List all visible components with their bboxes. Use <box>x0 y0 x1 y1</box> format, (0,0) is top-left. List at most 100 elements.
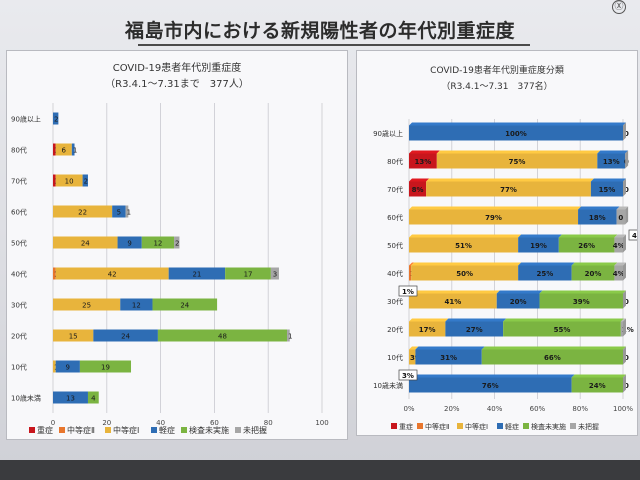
bar-side-face <box>625 150 629 169</box>
y-category-label: 70代 <box>11 177 27 186</box>
data-label: 10 <box>65 178 74 186</box>
data-label: 51% <box>455 242 472 250</box>
bar-top-face <box>409 290 500 294</box>
bar-side-face <box>623 318 626 337</box>
close-icon[interactable]: Ⓧ <box>612 0 626 14</box>
y-category-label: 10代 <box>387 353 403 362</box>
data-label: 79% <box>485 214 502 222</box>
data-label: 4 <box>91 395 96 403</box>
data-label: 0 <box>624 354 629 362</box>
bar-top-face <box>571 374 626 378</box>
bar-segment <box>53 205 113 218</box>
y-category-label: 20代 <box>11 332 27 341</box>
page-title: 福島市内における新規陽性者の年代別重症度 <box>124 20 515 42</box>
bar-top-face <box>614 262 626 266</box>
data-label: 15 <box>69 333 78 341</box>
data-label: 4% <box>613 242 625 250</box>
bar-top-face <box>597 150 629 154</box>
data-label: 24 <box>81 240 90 248</box>
data-label: 55% <box>554 326 571 334</box>
data-label: 0 <box>624 298 629 306</box>
data-label: 5 <box>117 209 121 217</box>
y-category-label: 60代 <box>11 208 27 217</box>
data-label: 18% <box>589 214 606 222</box>
bar-segment <box>53 391 88 404</box>
bar-segment <box>152 298 218 311</box>
data-label: 27% <box>466 326 483 334</box>
bar-segment <box>445 321 504 337</box>
callout-label: 3% <box>402 372 414 380</box>
data-label: 1% <box>622 326 634 334</box>
data-label: 17 <box>244 271 253 279</box>
bar-top-face <box>539 290 626 294</box>
bar-segment <box>55 174 83 187</box>
data-label: 1 <box>288 333 292 341</box>
legend-swatch <box>59 427 65 433</box>
legend-label: 中等症Ⅱ <box>425 422 449 431</box>
data-label: 24 <box>121 333 130 341</box>
data-label: 0 <box>624 130 629 138</box>
legend-label: 重症 <box>399 422 413 431</box>
bar-top-face <box>445 318 507 322</box>
bar-segment <box>225 267 271 280</box>
bar-top-face <box>409 346 419 350</box>
chart-title: COVID-19患者年代別重症度分類 <box>430 64 564 76</box>
bar-segment <box>409 377 572 393</box>
data-label: 25% <box>537 270 554 278</box>
chart-subtitle: （R3.4.1～7.31まで 377人） <box>105 78 249 90</box>
data-label: 24% <box>589 382 606 390</box>
bar-side-face <box>623 346 626 365</box>
bar-segment <box>616 209 626 225</box>
bar-segment <box>481 349 623 365</box>
bar-segment <box>125 205 129 218</box>
bar-side-face <box>623 290 626 309</box>
left-chart-panel: COVID-19患者年代別重症度 （R3.4.1～7.31まで 377人） 0 20 4… <box>6 50 348 440</box>
bar-segment <box>436 153 598 169</box>
data-label: 3 <box>273 271 277 279</box>
bar-top-face <box>409 318 449 322</box>
bar-segment <box>87 391 99 404</box>
y-category-label: 90歳以上 <box>11 115 41 124</box>
bar-segment <box>53 298 121 311</box>
data-label: 8% <box>412 186 424 194</box>
legend-swatch <box>181 427 187 433</box>
right-chart-panel: COVID-19患者年代別重症度分類 （R3.4.1～7.31 377名） 0% 20… <box>356 50 640 436</box>
data-label: 20% <box>585 270 602 278</box>
bar-segment <box>409 153 437 169</box>
bar-side-face <box>623 262 626 281</box>
x-tick-label: 0% <box>403 405 414 413</box>
callout-label: 4% <box>632 232 637 240</box>
data-label: 39% <box>573 298 590 306</box>
y-category-label: 60代 <box>387 213 403 222</box>
data-label: 66% <box>544 354 561 362</box>
bar-segment <box>409 237 519 253</box>
y-category-label: 80代 <box>11 146 27 155</box>
bar-segment <box>120 298 153 311</box>
bar-segment <box>571 265 615 281</box>
bar-segment <box>620 321 623 337</box>
data-label: 48 <box>218 333 227 341</box>
bar-segment <box>270 267 279 280</box>
legend-swatch <box>235 427 241 433</box>
data-label: 25 <box>82 302 91 310</box>
y-category-label: 90歳以上 <box>373 129 403 138</box>
legend-label: 重症 <box>37 425 53 435</box>
data-label: 9 <box>127 240 131 248</box>
legend-label: 中等症Ⅱ <box>67 425 95 435</box>
legend-label: 軽症 <box>505 422 519 431</box>
bar-segment <box>53 143 56 156</box>
severity-count-chart: COVID-19患者年代別重症度 （R3.4.1～7.31まで 377人） 0 20 4… <box>11 61 329 435</box>
legend-swatch <box>29 427 35 433</box>
y-category-label: 50代 <box>11 239 27 248</box>
legend-swatch <box>417 423 423 429</box>
data-label: 1 <box>127 209 131 217</box>
bar-segment <box>614 265 623 281</box>
y-category-label: 70代 <box>387 185 403 194</box>
bar-top-face <box>411 262 522 266</box>
data-label: 31% <box>440 354 457 362</box>
bar-segment <box>409 293 497 309</box>
data-label: 42 <box>108 271 117 279</box>
bar-segment <box>117 236 142 249</box>
bar-segment <box>82 174 88 187</box>
